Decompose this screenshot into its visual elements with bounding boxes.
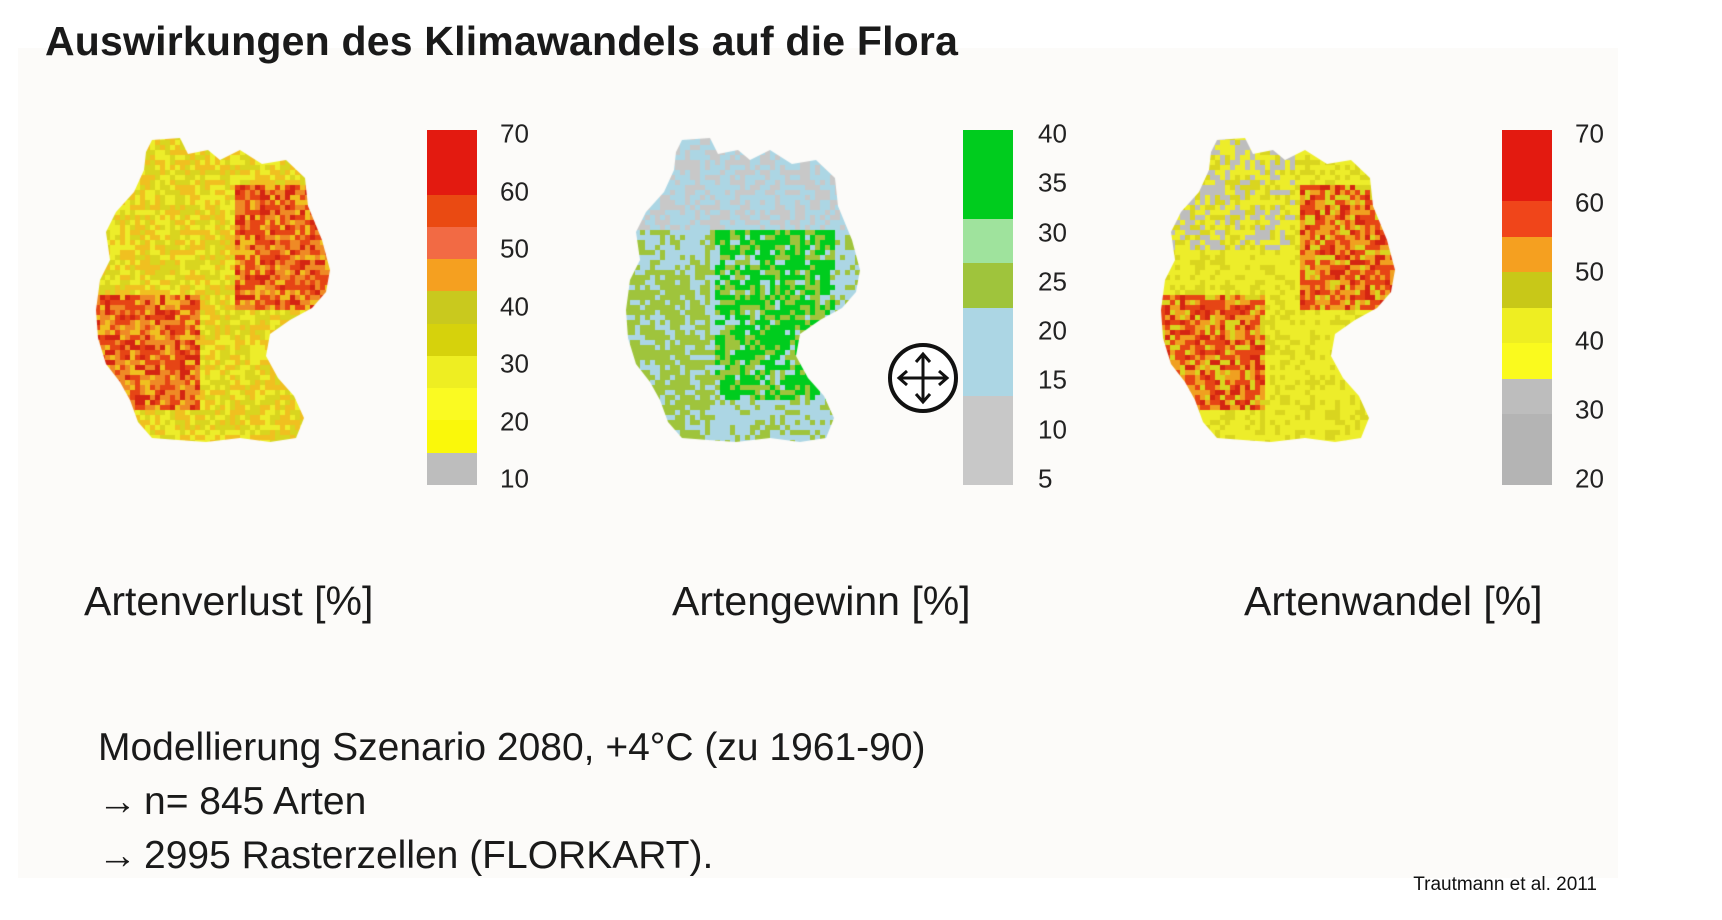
legend-tick-label: 20 [500, 406, 529, 436]
legend-color-segment [963, 351, 1013, 397]
legend-color-segment [427, 162, 477, 195]
legend-color-segment [427, 388, 477, 421]
legend-tick-label: 5 [1038, 463, 1053, 494]
legend-tick-label: 10 [500, 463, 529, 494]
legend-tick-label: 30 [500, 348, 529, 379]
legend-tick-label: 60 [500, 176, 529, 206]
map-panel-artenwandel: 70 60 50 40 30 20 [1155, 118, 1675, 540]
legend-color-segment [427, 355, 477, 389]
legend-color-segment [1502, 378, 1552, 414]
caption-artenverlust: Artenverlust [%] [84, 578, 374, 624]
map-panel-artengewinn: 40 35 30 25 20 15 10 5 [620, 118, 1140, 540]
legend-tick-label: 10 [1038, 414, 1067, 445]
color-legend-artenverlust [427, 130, 477, 485]
legend-tick-label: 40 [1038, 118, 1067, 149]
legend-tick-label: 60 [1575, 187, 1604, 218]
legend-color-segment [963, 396, 1013, 441]
legend-tick-label: 25 [1038, 266, 1067, 297]
legend-tick-label: 50 [1575, 256, 1604, 287]
legend-color-segment [1502, 343, 1552, 379]
legend-color-segment [427, 259, 477, 292]
right-arrow-icon: → [98, 780, 137, 823]
map-panel-artenverlust: 70 60 50 40 30 20 10 [90, 118, 610, 540]
grid-cells-note: → 2995 Rasterzellen (FLORKART). [98, 834, 713, 878]
legend-color-segment [1502, 165, 1552, 201]
legend-tick-label: 70 [500, 118, 529, 149]
caption-artengewinn: Artengewinn [%] [672, 578, 971, 624]
legend-tick-label: 40 [500, 291, 529, 321]
legend-tick-label: 30 [1038, 217, 1067, 248]
legend-color-segment [1502, 414, 1552, 450]
right-arrow-icon: → [98, 834, 137, 877]
germany-map-artengewinn [620, 120, 900, 450]
species-count-note: → n= 845 Arten [98, 780, 366, 824]
grid-cells-text: 2995 Rasterzellen (FLORKART). [144, 834, 714, 877]
legend-color-segment [1502, 201, 1552, 237]
species-count-text: n= 845 Arten [144, 780, 367, 823]
legend-color-segment [427, 452, 477, 485]
move-cursor-icon[interactable] [888, 343, 958, 413]
legend-color-segment [963, 440, 1013, 485]
legend-tick-label: 15 [1038, 364, 1067, 395]
legend-tick-label: 40 [1575, 325, 1604, 356]
caption-artenwandel: Artenwandel [%] [1244, 578, 1543, 624]
legend-color-segment [427, 226, 477, 260]
legend-color-segment [1502, 449, 1552, 485]
legend-color-segment [963, 307, 1013, 352]
legend-tick-label: 20 [1575, 463, 1604, 494]
legend-color-segment [1502, 130, 1552, 166]
legend-color-segment [963, 218, 1013, 264]
color-legend-artengewinn [963, 130, 1013, 485]
legend-color-segment [427, 291, 477, 324]
legend-tick-label: 35 [1038, 167, 1067, 198]
color-legend-artenwandel [1502, 130, 1552, 485]
germany-map-artenverlust [90, 120, 370, 450]
legend-color-segment [1502, 307, 1552, 343]
legend-color-segment [1502, 236, 1552, 272]
legend-tick-label: 70 [1575, 118, 1604, 149]
legend-tick-label: 20 [1038, 315, 1067, 346]
germany-map-artenwandel [1155, 120, 1435, 450]
legend-color-segment [427, 420, 477, 453]
legend-color-segment [963, 174, 1013, 219]
legend-color-segment [1502, 272, 1552, 308]
legend-tick-label: 30 [1575, 394, 1604, 425]
legend-color-segment [963, 263, 1013, 308]
legend-color-segment [427, 323, 477, 356]
page-title: Auswirkungen des Klimawandels auf die Fl… [45, 18, 959, 64]
legend-color-segment [427, 130, 477, 163]
citation: Trautmann et al. 2011 [1413, 874, 1597, 895]
scenario-note: Modellierung Szenario 2080, +4°C (zu 196… [98, 726, 926, 769]
legend-color-segment [427, 194, 477, 227]
legend-tick-label: 50 [500, 233, 529, 264]
legend-color-segment [963, 130, 1013, 175]
